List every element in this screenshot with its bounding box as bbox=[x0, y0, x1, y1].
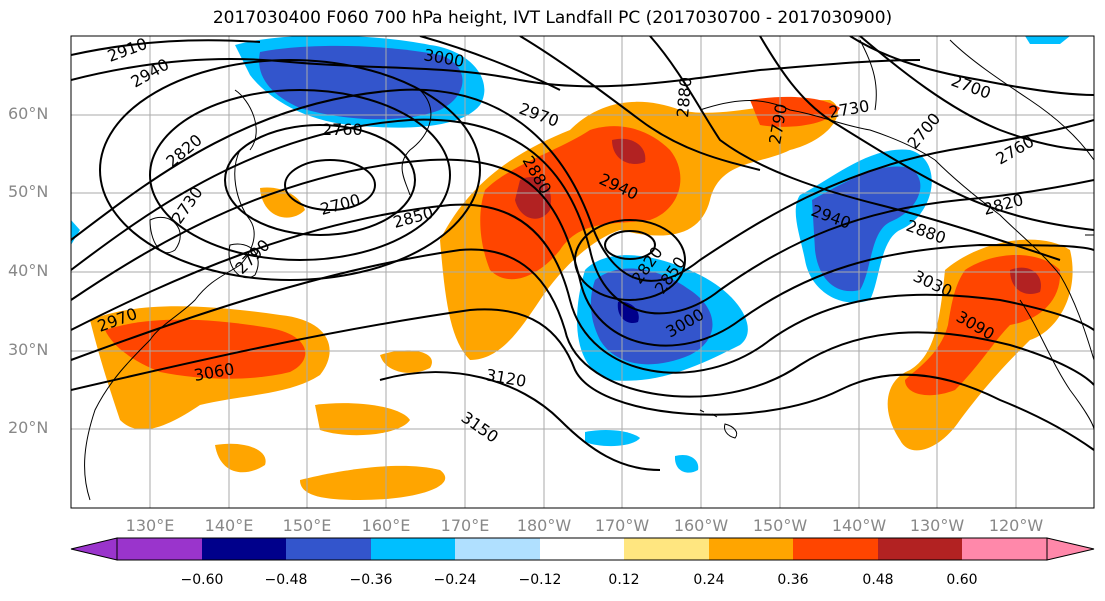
lon-label: 130°W bbox=[909, 516, 965, 535]
colorbar-swatch bbox=[709, 538, 793, 560]
colorbar-tick-label: 0.12 bbox=[608, 572, 640, 588]
colorbar-tick-label: 0.36 bbox=[777, 572, 809, 588]
lon-label: 130°E bbox=[125, 516, 175, 535]
colorbar-tick-label: −0.24 bbox=[433, 572, 477, 588]
map-content: 2910 2940 3000 2700 2970 2760 2820 2730 … bbox=[71, 36, 1094, 508]
lon-label: 120°W bbox=[988, 516, 1044, 535]
colorbar-swatch bbox=[540, 538, 624, 560]
lat-label: 20°N bbox=[8, 418, 49, 437]
lon-label: 170°E bbox=[440, 516, 490, 535]
colorbar-high-extend bbox=[1046, 537, 1095, 561]
lat-label: 50°N bbox=[8, 182, 49, 201]
lon-label: 140°W bbox=[831, 516, 887, 535]
colorbar-tick-label: 0.60 bbox=[946, 572, 978, 588]
colorbar-swatch bbox=[117, 538, 202, 560]
colorbar-tick-label: −0.60 bbox=[180, 572, 224, 588]
lon-label: 140°E bbox=[204, 516, 254, 535]
colorbar-swatch bbox=[962, 538, 1047, 560]
colorbar-swatch bbox=[624, 538, 709, 560]
colorbar-tick-label: 0.24 bbox=[693, 572, 725, 588]
map-title: 2017030400 F060 700 hPa height, IVT Land… bbox=[212, 8, 893, 28]
colorbar-tick-label: −0.12 bbox=[518, 572, 562, 588]
lon-label: 180°W bbox=[516, 516, 572, 535]
lon-label: 160°W bbox=[673, 516, 729, 535]
colorbar-tick-label: −0.36 bbox=[349, 572, 393, 588]
lat-label: 40°N bbox=[8, 261, 49, 280]
lon-label: 160°E bbox=[361, 516, 411, 535]
lon-label: 150°E bbox=[282, 516, 332, 535]
colorbar-swatch bbox=[878, 538, 962, 560]
colorbar-swatch bbox=[202, 538, 286, 560]
colorbar-low-extend bbox=[70, 537, 118, 561]
lat-label: 60°N bbox=[8, 104, 49, 123]
lon-label: 150°W bbox=[752, 516, 808, 535]
contour-label: 2880 bbox=[673, 76, 695, 118]
map-frame bbox=[70, 35, 1095, 509]
colorbar-swatch bbox=[455, 538, 540, 560]
height-contours bbox=[71, 36, 1094, 471]
contour-label: 2760 bbox=[322, 120, 363, 139]
lon-label: 170°W bbox=[594, 516, 650, 535]
colorbar-swatch bbox=[793, 538, 878, 560]
colorbar-swatch bbox=[371, 538, 455, 560]
lat-label: 30°N bbox=[8, 340, 49, 359]
colorbar-tick-label: −0.48 bbox=[264, 572, 308, 588]
colorbar-tick-label: 0.48 bbox=[862, 572, 894, 588]
colorbar bbox=[70, 537, 1095, 561]
colorbar-swatch bbox=[286, 538, 371, 560]
coastlines bbox=[84, 39, 1094, 501]
colorbar-frame bbox=[116, 537, 1048, 561]
